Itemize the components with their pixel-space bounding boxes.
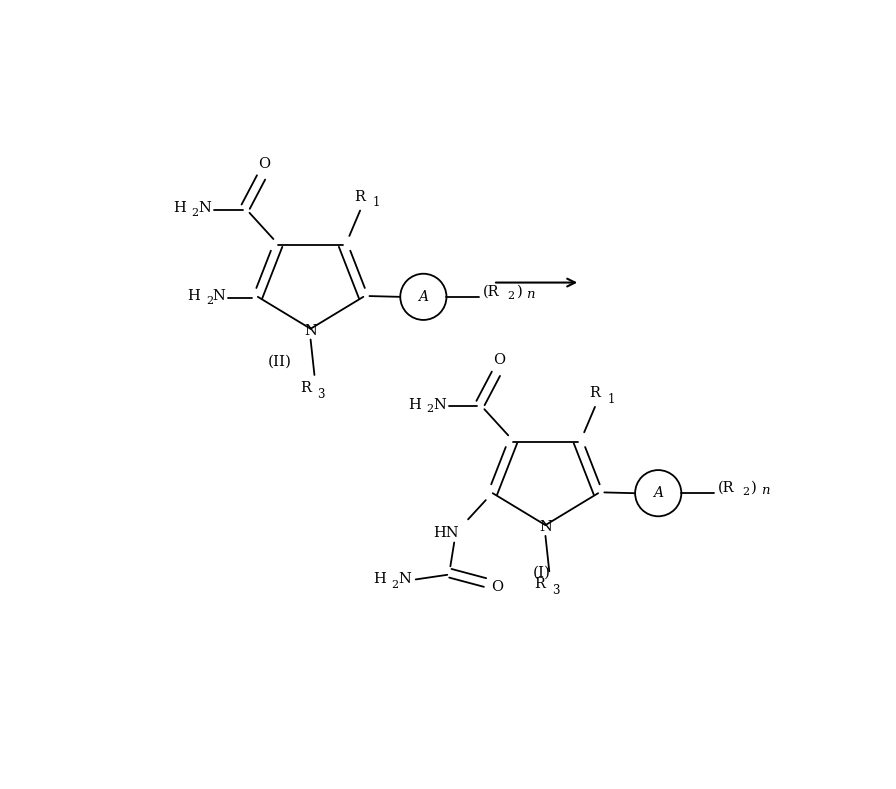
Text: N: N <box>539 521 552 534</box>
Text: H: H <box>187 289 201 303</box>
Text: 2: 2 <box>507 291 514 301</box>
Text: 3: 3 <box>553 584 560 597</box>
Text: 3: 3 <box>317 387 325 401</box>
Text: O: O <box>491 580 504 594</box>
Text: HN: HN <box>434 526 460 540</box>
Text: 1: 1 <box>373 196 380 209</box>
Text: 2: 2 <box>191 208 198 218</box>
Text: R: R <box>590 386 600 400</box>
Text: (I): (I) <box>532 566 550 580</box>
Text: A: A <box>418 290 428 304</box>
Text: ): ) <box>517 285 522 298</box>
Text: H: H <box>373 573 386 586</box>
Text: (R: (R <box>718 481 734 495</box>
Text: (R: (R <box>483 285 499 298</box>
Text: O: O <box>258 156 271 170</box>
Text: R: R <box>535 578 546 592</box>
Text: N: N <box>304 324 317 338</box>
Text: R: R <box>300 381 311 395</box>
Text: N: N <box>399 573 411 586</box>
Text: n: n <box>762 484 770 497</box>
Text: ): ) <box>752 481 757 495</box>
Text: 1: 1 <box>607 393 615 406</box>
Text: H: H <box>173 201 185 215</box>
Text: N: N <box>198 201 211 215</box>
Text: H: H <box>408 398 420 412</box>
Text: A: A <box>653 486 663 500</box>
Text: n: n <box>527 288 535 301</box>
Text: 2: 2 <box>206 296 213 305</box>
Text: N: N <box>212 289 225 303</box>
Text: 2: 2 <box>392 580 399 590</box>
Text: N: N <box>434 398 446 412</box>
Text: 2: 2 <box>742 488 749 497</box>
Text: R: R <box>355 189 366 204</box>
Text: 2: 2 <box>426 404 434 414</box>
Text: (II): (II) <box>268 355 292 369</box>
Text: O: O <box>493 353 505 367</box>
